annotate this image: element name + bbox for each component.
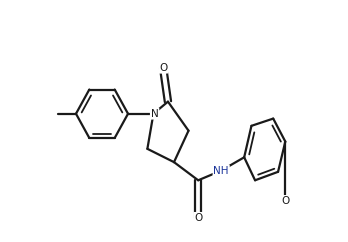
Text: O: O (281, 196, 290, 206)
Text: O: O (159, 63, 167, 73)
Text: NH: NH (213, 166, 229, 176)
Text: N: N (151, 109, 159, 119)
Text: O: O (194, 213, 202, 223)
